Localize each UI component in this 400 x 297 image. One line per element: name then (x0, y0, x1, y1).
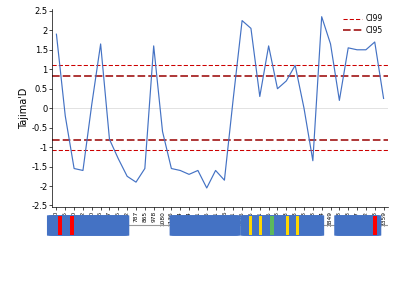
Bar (270, 216, 274, 236)
Bar (248, 216, 252, 236)
FancyBboxPatch shape (170, 215, 240, 236)
FancyBboxPatch shape (47, 215, 129, 236)
FancyBboxPatch shape (334, 215, 381, 236)
Bar (70, 216, 74, 236)
CI95 (63, 75, 68, 78)
Bar (372, 216, 376, 236)
Bar (58, 216, 62, 236)
Bar (296, 216, 299, 236)
CI95 (54, 75, 59, 78)
Bar (286, 216, 289, 236)
CI99 (54, 64, 59, 67)
Legend: CI99, CI95: CI99, CI95 (342, 13, 384, 36)
Bar (259, 216, 262, 236)
Y-axis label: Tajima'D: Tajima'D (19, 88, 29, 129)
CI99 (63, 64, 68, 67)
FancyBboxPatch shape (240, 215, 324, 236)
